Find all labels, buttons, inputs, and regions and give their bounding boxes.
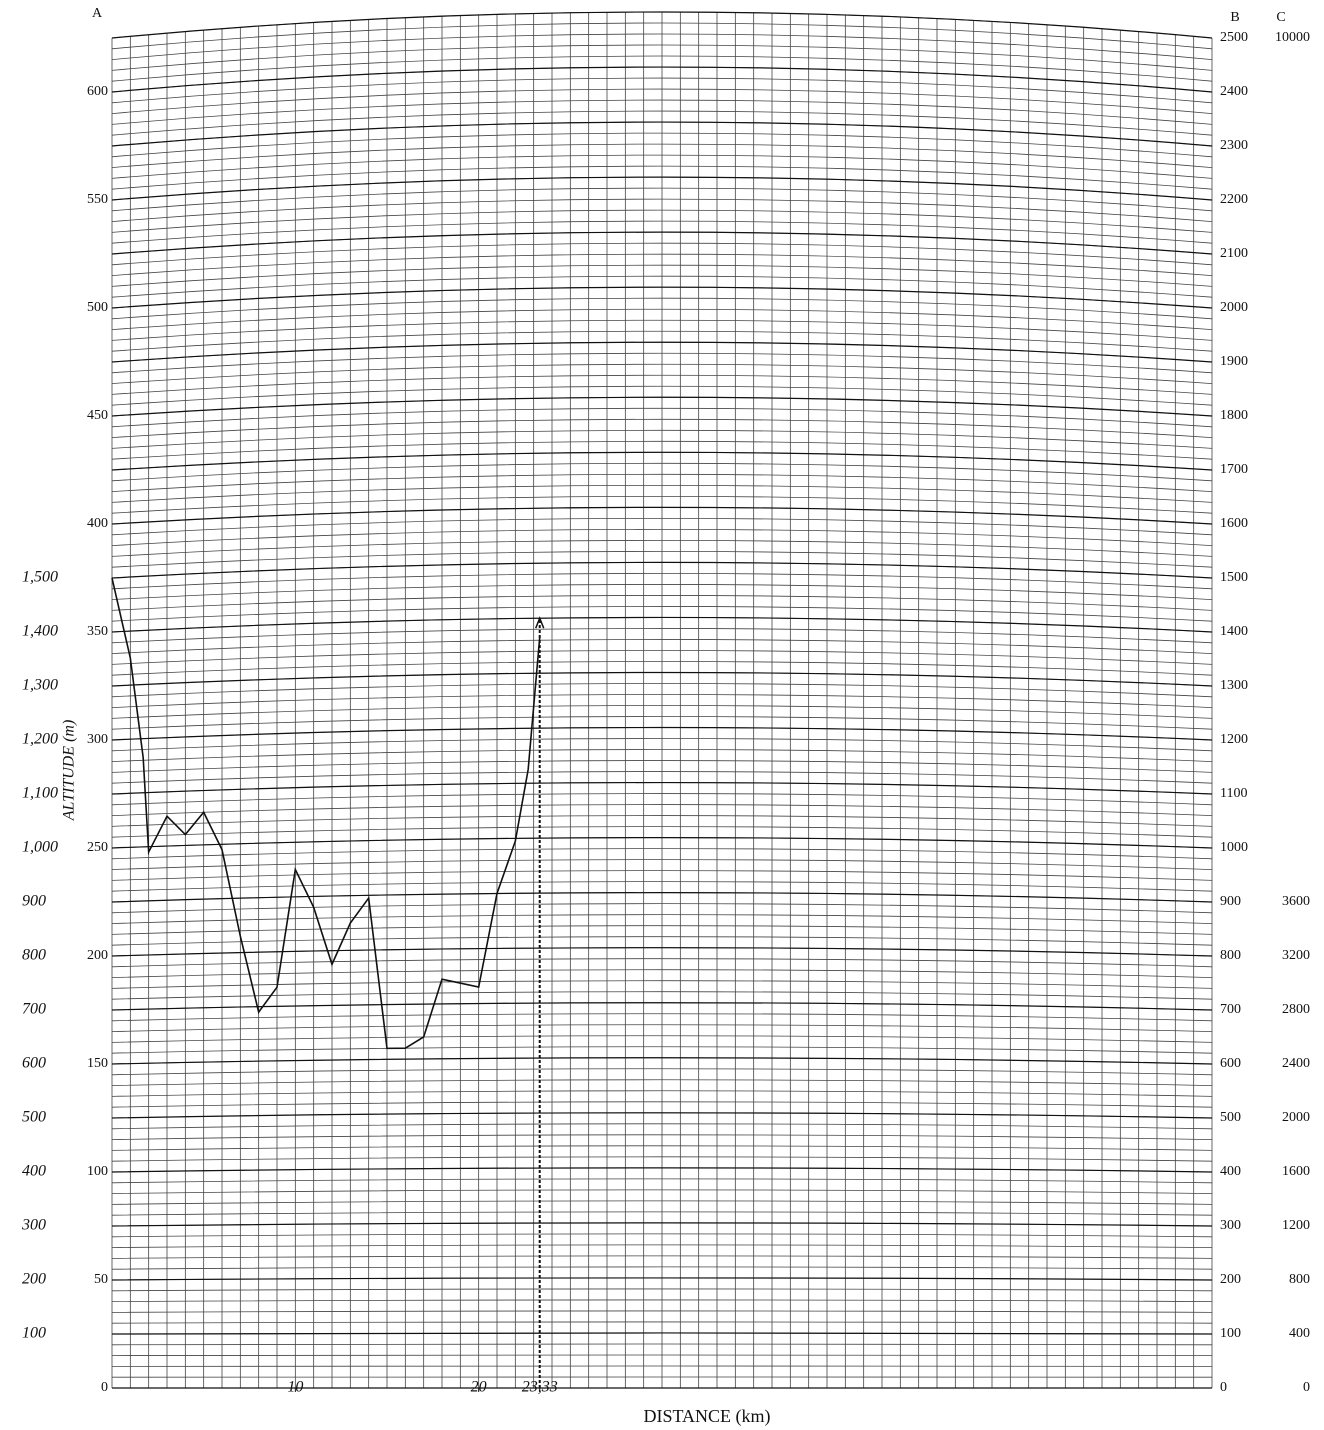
y-tick-label: 550 (87, 192, 108, 207)
y2-tick-label: 800 (1220, 948, 1241, 963)
y2-tick-label: 100 (1220, 1326, 1241, 1341)
y2-tick-label: 1900 (1220, 354, 1248, 369)
handwritten-tick-label: 900 (22, 893, 46, 910)
y-tick-label: 250 (87, 840, 108, 855)
y3-tick-label: 1200 (1282, 1218, 1310, 1233)
y2-tick-label: 1200 (1220, 732, 1248, 747)
x-tick-label: 10 (287, 1379, 303, 1396)
handwritten-tick-label: 800 (22, 947, 46, 964)
axis-name: A (92, 6, 103, 21)
y3-tick-label: 0 (1303, 1380, 1310, 1395)
y2-tick-label: 400 (1220, 1164, 1241, 1179)
y2-tick-label: 600 (1220, 1056, 1241, 1071)
y2-tick-label: 1700 (1220, 462, 1248, 477)
y2-tick-label: 200 (1220, 1272, 1241, 1287)
y2-tick-label: 1000 (1220, 840, 1248, 855)
handwritten-tick-label: 100 (22, 1325, 46, 1342)
handwritten-tick-label: 600 (22, 1055, 46, 1072)
handwritten-tick-label: 1,300 (22, 677, 58, 694)
y2-tick-label: 2300 (1220, 138, 1248, 153)
y3-tick-label: 2000 (1282, 1110, 1310, 1125)
handwritten-tick-label: 1,200 (22, 731, 58, 748)
y2-tick-label: 2400 (1220, 84, 1248, 99)
handwritten-tick-label: 500 (22, 1109, 46, 1126)
y2-tick-label: 0 (1220, 1380, 1227, 1395)
y3-tick-label: 3200 (1282, 948, 1310, 963)
handwritten-tick-label: 1,100 (22, 785, 58, 802)
handwritten-tick-label: 1,400 (22, 623, 58, 640)
x-axis-label: DISTANCE (km) (643, 1406, 770, 1427)
y-tick-label: 0 (101, 1380, 108, 1395)
y-axis-label: ALTITUDE (m) (61, 720, 78, 822)
y2-tick-label: 1100 (1220, 786, 1247, 801)
y2-tick-label: 2200 (1220, 192, 1248, 207)
y2-tick-label: 2100 (1220, 246, 1248, 261)
handwritten-tick-label: 300 (21, 1217, 46, 1234)
y-tick-label: 100 (87, 1164, 108, 1179)
y2-tick-label: 1600 (1220, 516, 1248, 531)
y2-tick-label: 1300 (1220, 678, 1248, 693)
axis-name: C (1276, 10, 1285, 25)
y-tick-label: 350 (87, 624, 108, 639)
handwritten-tick-label: 400 (22, 1163, 46, 1180)
y3-tick-label: 400 (1289, 1326, 1310, 1341)
handwritten-tick-label: 700 (22, 1001, 46, 1018)
handwritten-tick-label: 1,000 (22, 839, 58, 856)
y3-tick-label: 2800 (1282, 1002, 1310, 1017)
y3-tick-label: 10000 (1275, 30, 1310, 45)
y2-tick-label: 700 (1220, 1002, 1241, 1017)
handwritten-tick-label: 1,500 (22, 569, 58, 586)
handwritten-tick-label: 200 (22, 1271, 46, 1288)
y-tick-label: 600 (87, 84, 108, 99)
y2-tick-label: 1800 (1220, 408, 1248, 423)
x-tick-label: 20 (471, 1379, 487, 1396)
y3-tick-label: 2400 (1282, 1056, 1310, 1071)
y-tick-label: 200 (87, 948, 108, 963)
y2-tick-label: 1500 (1220, 570, 1248, 585)
y2-tick-label: 300 (1220, 1218, 1241, 1233)
y2-tick-label: 2000 (1220, 300, 1248, 315)
y-tick-label: 500 (87, 300, 108, 315)
y2-tick-label: 500 (1220, 1110, 1241, 1125)
y-tick-label: 300 (87, 732, 108, 747)
y-tick-label: 450 (87, 408, 108, 423)
y3-tick-label: 3600 (1282, 894, 1310, 909)
y2-tick-label: 900 (1220, 894, 1241, 909)
y-tick-label: 50 (94, 1272, 108, 1287)
axis-name: B (1230, 10, 1239, 25)
y2-tick-label: 2500 (1220, 30, 1248, 45)
y3-tick-label: 800 (1289, 1272, 1310, 1287)
y-tick-label: 150 (87, 1056, 108, 1071)
y-tick-label: 400 (87, 516, 108, 531)
chart: A B C DISTANCE (km) ALTITUDE (m) 0100200… (0, 0, 1324, 1430)
y2-tick-label: 1400 (1220, 624, 1248, 639)
y3-tick-label: 1600 (1282, 1164, 1310, 1179)
